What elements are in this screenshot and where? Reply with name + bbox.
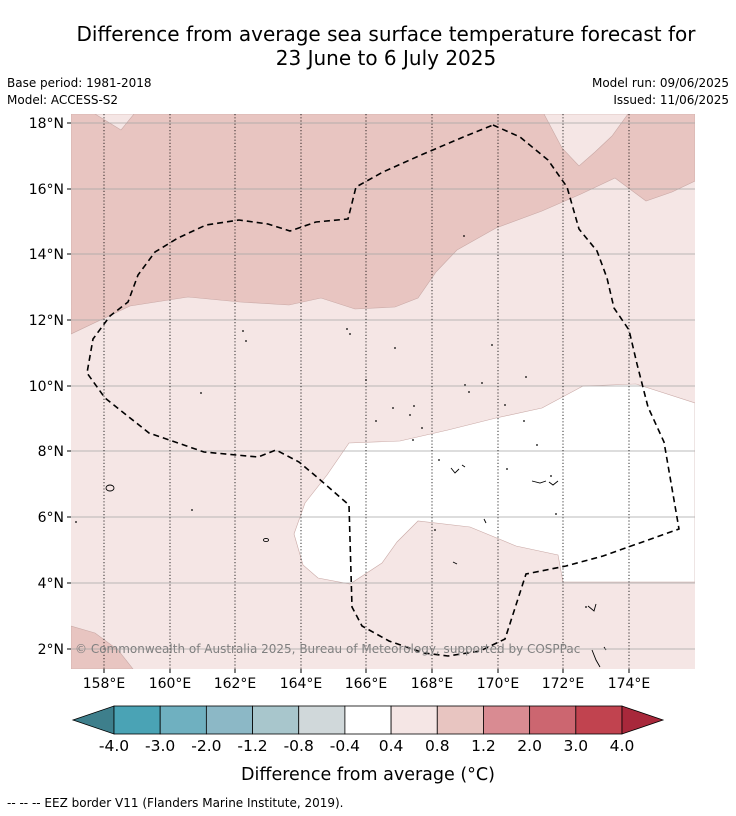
lat-label: 18°N bbox=[29, 116, 64, 132]
lat-label: 8°N bbox=[38, 444, 64, 460]
lat-label: 6°N bbox=[38, 510, 64, 526]
lon-label: 162°E bbox=[214, 676, 257, 692]
colorbar-segment bbox=[344, 705, 392, 735]
colorbar-segment bbox=[205, 705, 253, 735]
lat-label: 12°N bbox=[29, 313, 64, 329]
model-run: Model run: 09/06/2025 bbox=[591, 76, 729, 90]
colorbar-tick-label: -0.8 bbox=[284, 737, 314, 755]
meta-right: Model run: 09/06/2025 Issued: 11/06/2025 bbox=[592, 75, 729, 109]
sst-anomaly-map: © Commonwealth of Australia 2025, Bureau… bbox=[29, 114, 695, 785]
anomaly-band-0.8-1.2-north bbox=[71, 114, 695, 335]
map-plot-area: © Commonwealth of Australia 2025, Bureau… bbox=[71, 114, 695, 669]
colorbar-segment bbox=[575, 705, 623, 735]
colorbar-segment bbox=[390, 705, 438, 735]
colorbar bbox=[71, 705, 665, 735]
colorbar-arrow-low bbox=[71, 705, 115, 735]
anomaly-band-0.4-0.8-corner bbox=[94, 114, 135, 131]
map-title: Difference from average sea surface temp… bbox=[0, 22, 736, 70]
copyright-text: © Commonwealth of Australia 2025, Bureau… bbox=[75, 642, 580, 656]
colorbar-tick-label: 4.0 bbox=[610, 737, 635, 755]
anomaly-band-0.8-1.2-south bbox=[71, 625, 134, 669]
lon-label: 170°E bbox=[477, 676, 520, 692]
lon-label: 172°E bbox=[542, 676, 585, 692]
lon-labels: 158°E 160°E 162°E 164°E 166°E 168°E 170°… bbox=[83, 676, 651, 692]
colorbar-segment bbox=[298, 705, 346, 735]
title-line-1: Difference from average sea surface temp… bbox=[76, 22, 696, 46]
colorbar-title: Difference from average (°C) bbox=[241, 765, 495, 785]
issued-date: Issued: 11/06/2025 bbox=[613, 93, 729, 107]
eez-border bbox=[86, 124, 680, 657]
lat-label: 2°N bbox=[38, 642, 64, 658]
lon-label: 168°E bbox=[411, 676, 454, 692]
lon-label: 166°E bbox=[345, 676, 388, 692]
colorbar-tick-label: 2.0 bbox=[517, 737, 542, 755]
lat-tick-marks bbox=[67, 122, 71, 650]
colorbar-tick-label: -4.0 bbox=[99, 737, 129, 755]
lon-label: 164°E bbox=[280, 676, 323, 692]
lon-tick-marks bbox=[103, 669, 630, 673]
lon-label: 158°E bbox=[83, 676, 126, 692]
colorbar-segment bbox=[159, 705, 207, 735]
lat-label: 4°N bbox=[38, 576, 64, 592]
colorbar-tick-label: -0.4 bbox=[330, 737, 360, 755]
colorbar-arrow-high bbox=[621, 705, 665, 735]
colorbar-tick-label: 0.8 bbox=[425, 737, 450, 755]
colorbar-segment bbox=[252, 705, 300, 735]
lon-label: 174°E bbox=[608, 676, 651, 692]
colorbar-tick-label: 1.2 bbox=[471, 737, 496, 755]
latitude-gridlines bbox=[71, 122, 695, 650]
meta-left: Base period: 1981-2018 Model: ACCESS-S2 bbox=[7, 75, 152, 109]
colorbar-labels: -4.0 -3.0 -2.0 -1.2 -0.8 -0.4 0.4 0.8 1.2 2.0 3.0 4… bbox=[99, 737, 634, 755]
base-period: Base period: 1981-2018 bbox=[7, 76, 152, 90]
colorbar-segment bbox=[436, 705, 484, 735]
island-outlines bbox=[105, 464, 607, 668]
lat-label: 10°N bbox=[29, 379, 64, 395]
lon-label: 160°E bbox=[149, 676, 192, 692]
colorbar-tick-label: -2.0 bbox=[191, 737, 221, 755]
colorbar-tick-label: 3.0 bbox=[563, 737, 588, 755]
lat-labels: 18°N 16°N 14°N 12°N 10°N 8°N 6°N 4°N 2°N bbox=[29, 116, 64, 658]
lat-label: 14°N bbox=[29, 247, 64, 263]
anomaly-band-neutral bbox=[293, 383, 695, 585]
eez-legend: -- -- -- EEZ border V11 (Flanders Marine… bbox=[7, 796, 344, 810]
anomaly-band-0.4-0.8-notch bbox=[543, 114, 629, 167]
model-name: Model: ACCESS-S2 bbox=[7, 93, 119, 107]
colorbar-tick-label: 0.4 bbox=[379, 737, 404, 755]
colorbar-tick-label: -1.2 bbox=[237, 737, 267, 755]
colorbar-tick-label: -3.0 bbox=[145, 737, 175, 755]
colorbar-segment bbox=[483, 705, 531, 735]
colorbar-segment bbox=[113, 705, 161, 735]
title-line-2: 23 June to 6 July 2025 bbox=[275, 46, 497, 70]
island-dots bbox=[75, 235, 587, 608]
lat-label: 16°N bbox=[29, 182, 64, 198]
colorbar-segment bbox=[529, 705, 577, 735]
